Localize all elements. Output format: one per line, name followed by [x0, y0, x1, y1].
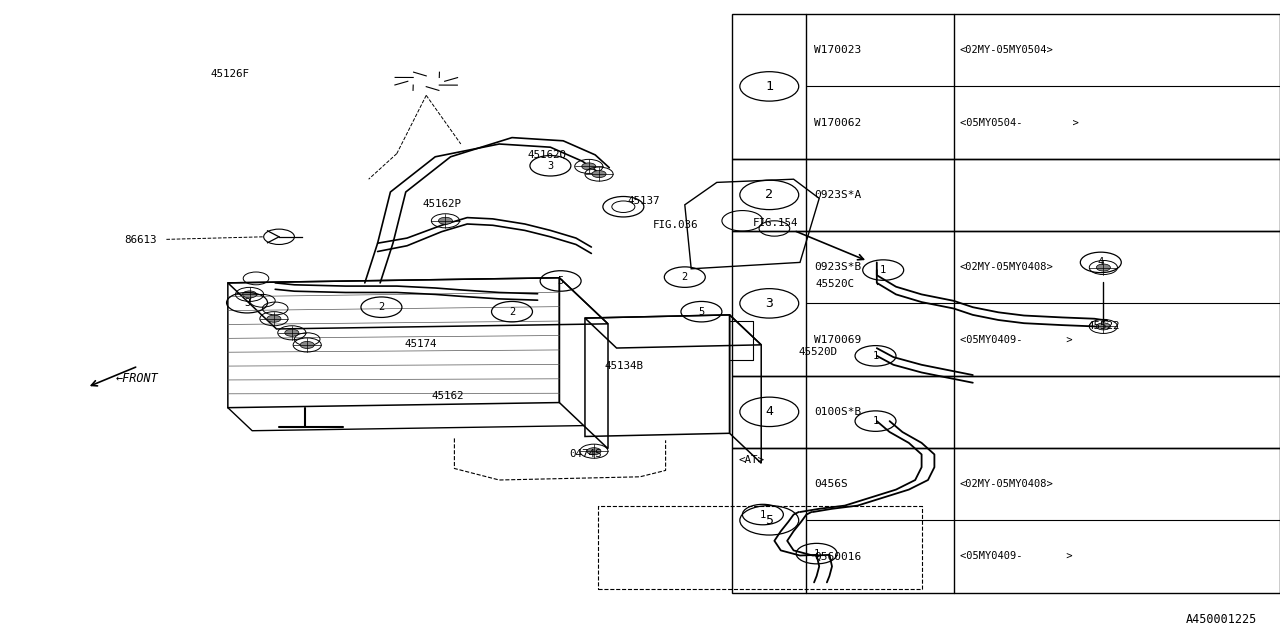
Text: 4: 4 — [1098, 257, 1103, 268]
Text: 3: 3 — [548, 161, 553, 171]
Circle shape — [588, 448, 602, 455]
Text: 86613: 86613 — [124, 235, 156, 245]
Bar — [732, 14, 1280, 159]
Text: <05MY0409-       >: <05MY0409- > — [960, 552, 1073, 561]
Text: 2: 2 — [379, 302, 384, 312]
Text: <05MY0504-        >: <05MY0504- > — [960, 118, 1079, 127]
Text: 3: 3 — [765, 297, 773, 310]
Text: FIG.036: FIG.036 — [653, 220, 699, 230]
Text: 2: 2 — [682, 272, 687, 282]
Text: <02MY-05MY0408>: <02MY-05MY0408> — [960, 262, 1053, 272]
Text: A450001225: A450001225 — [1185, 613, 1257, 626]
Circle shape — [268, 316, 282, 323]
Text: 0923S*A: 0923S*A — [814, 190, 861, 200]
Text: 0474S: 0474S — [570, 449, 602, 460]
Circle shape — [582, 163, 596, 170]
Text: 1: 1 — [881, 265, 886, 275]
Text: 45162Q: 45162Q — [527, 150, 566, 160]
Text: 2: 2 — [765, 188, 773, 202]
Circle shape — [300, 342, 315, 348]
Text: 1: 1 — [814, 548, 819, 559]
Text: 0456S: 0456S — [814, 479, 847, 489]
Text: W170069: W170069 — [814, 335, 861, 344]
Text: 45162: 45162 — [431, 390, 463, 401]
Circle shape — [593, 171, 607, 178]
Circle shape — [285, 330, 300, 337]
Bar — [732, 231, 1280, 376]
Text: 0100S*B: 0100S*B — [814, 407, 861, 417]
Text: W170062: W170062 — [814, 118, 861, 127]
Text: 45162P: 45162P — [422, 198, 461, 209]
Circle shape — [1096, 323, 1110, 330]
Text: 5: 5 — [765, 514, 773, 527]
Text: 45126F: 45126F — [211, 68, 250, 79]
Text: Q560016: Q560016 — [814, 552, 861, 561]
Text: 45520D: 45520D — [799, 347, 837, 357]
Text: 3: 3 — [244, 298, 250, 308]
Text: 1: 1 — [873, 416, 878, 426]
Text: <02MY-05MY0504>: <02MY-05MY0504> — [960, 45, 1053, 55]
Text: 0923S*B: 0923S*B — [814, 262, 861, 272]
Text: <02MY-05MY0408>: <02MY-05MY0408> — [960, 479, 1053, 489]
Circle shape — [1096, 264, 1110, 271]
Text: <05MY0409-       >: <05MY0409- > — [960, 335, 1073, 344]
Text: 1: 1 — [765, 80, 773, 93]
Bar — [732, 448, 1280, 593]
Text: 1: 1 — [873, 351, 878, 361]
Text: 2: 2 — [509, 307, 515, 317]
Bar — [598, 506, 922, 589]
Bar — [732, 376, 1280, 448]
Text: 5: 5 — [699, 307, 704, 317]
Text: 45134B: 45134B — [604, 361, 643, 371]
Bar — [732, 159, 1280, 231]
Text: <AT>: <AT> — [739, 454, 764, 465]
Text: 4: 4 — [765, 405, 773, 419]
Circle shape — [243, 291, 257, 298]
Text: W170023: W170023 — [814, 45, 861, 55]
Text: 45174: 45174 — [404, 339, 436, 349]
Circle shape — [438, 218, 453, 225]
Text: 45522: 45522 — [1088, 321, 1120, 332]
Text: 5: 5 — [558, 276, 563, 286]
Text: 45520C: 45520C — [815, 279, 854, 289]
Text: 45137: 45137 — [627, 196, 659, 206]
Text: 1: 1 — [760, 509, 765, 520]
Text: ←FRONT: ←FRONT — [115, 372, 157, 385]
Text: FIG.154: FIG.154 — [753, 218, 799, 228]
